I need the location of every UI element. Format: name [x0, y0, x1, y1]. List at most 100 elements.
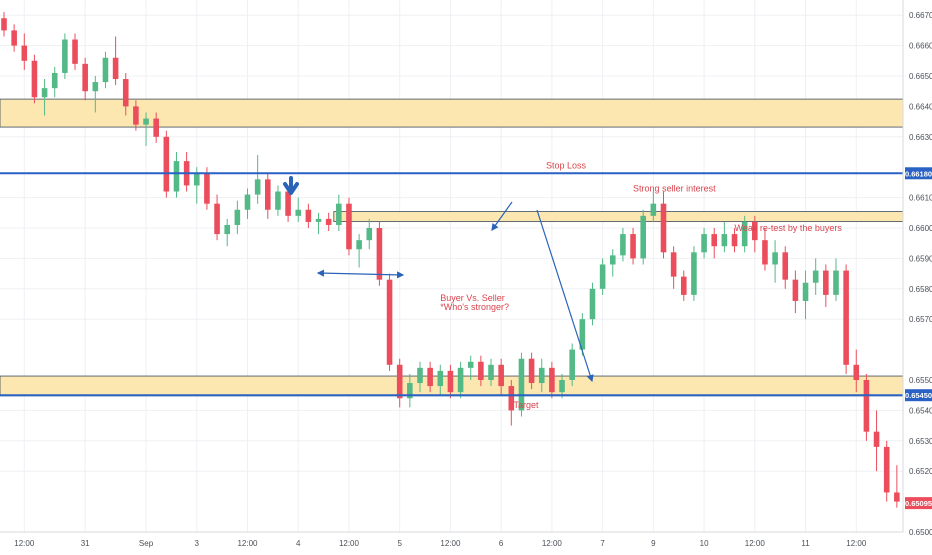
- candle-body: [51, 72, 58, 89]
- candle-body: [731, 234, 738, 247]
- annotations: Strong seller interest Weak re-test by th…: [283, 176, 843, 383]
- x-tick-label: 12:00: [745, 539, 766, 548]
- annotation-buyer-vs-seller: Buyer Vs. Seller: [440, 293, 505, 303]
- candle-body: [376, 228, 383, 280]
- last-price-badge: 0.65095: [905, 499, 932, 508]
- candle-body: [792, 279, 799, 301]
- candle-body: [417, 367, 423, 384]
- x-tick-label: 12:00: [14, 539, 35, 548]
- candle-body: [62, 39, 68, 73]
- candle-body: [812, 270, 819, 283]
- candle-body: [508, 386, 515, 411]
- annotation-weak-retest: Weak re-test by the buyers: [735, 223, 843, 233]
- x-tick-label: 4: [296, 539, 301, 548]
- candle-body: [346, 203, 352, 250]
- candle-body: [244, 194, 251, 210]
- candle-body: [386, 279, 393, 365]
- candle-body: [518, 358, 525, 411]
- candle-body: [478, 361, 484, 380]
- x-tick-label: Sep: [139, 539, 154, 548]
- seller-arrow: [491, 201, 513, 231]
- candle-body: [21, 45, 28, 61]
- candle-body: [265, 179, 271, 210]
- candle-body: [447, 370, 454, 393]
- x-tick-label: 11: [801, 539, 810, 548]
- candle-body: [579, 319, 586, 350]
- candle-body: [802, 282, 809, 301]
- candle-body: [193, 173, 200, 186]
- candle-body: [407, 383, 413, 399]
- candle-body: [133, 106, 139, 125]
- target-badge-bg: [905, 389, 932, 402]
- candle-body: [609, 255, 616, 265]
- candle-body: [549, 367, 555, 393]
- candle-body: [823, 270, 829, 295]
- candle-body: [670, 252, 677, 277]
- candle-body: [782, 252, 789, 280]
- x-tick-label: 9: [651, 539, 656, 548]
- target-label: Target: [513, 400, 539, 410]
- candle-body: [630, 234, 636, 259]
- candle-body: [599, 264, 606, 289]
- x-tick-label: 12:00: [237, 539, 258, 548]
- target-arrow: [536, 209, 594, 383]
- annotation-strong-seller: Strong seller interest: [633, 184, 716, 194]
- candle-body: [204, 173, 210, 204]
- candle-body: [254, 179, 261, 195]
- candle-body: [305, 209, 312, 222]
- candle-body: [853, 364, 860, 380]
- candle-body: [356, 240, 362, 250]
- price-levels: Stop Loss 0.66180 Target 0.65450 0.65095: [0, 160, 932, 510]
- candle-body: [873, 431, 880, 447]
- candle-body: [163, 136, 170, 192]
- target-badge: 0.65450: [905, 391, 932, 400]
- candle-body: [275, 191, 281, 210]
- candle-body: [153, 118, 159, 137]
- candle-body: [528, 358, 535, 384]
- candle-body: [833, 270, 839, 295]
- candle-body: [72, 39, 78, 64]
- candle-body: [843, 270, 849, 365]
- candle-body: [559, 380, 565, 393]
- candle-body: [467, 361, 474, 368]
- candle-body: [538, 367, 545, 384]
- candle-body: [214, 203, 220, 235]
- x-tick-label: 10: [700, 539, 709, 548]
- candle-body: [488, 364, 494, 380]
- candle-body: [173, 161, 180, 192]
- candle-body: [701, 234, 707, 253]
- candle-body: [41, 88, 48, 98]
- down-arrow-icon: [283, 176, 299, 195]
- seller-zone: [333, 211, 904, 223]
- last-price-badge-bg: [905, 497, 932, 510]
- candle-body: [680, 276, 687, 295]
- candle-body: [437, 370, 444, 387]
- x-tick-label: 12:00: [542, 539, 563, 548]
- candle-body: [650, 203, 657, 216]
- stop-loss-label: Stop Loss: [546, 160, 587, 170]
- annotation-whos-stronger: *Who's stronger?: [440, 302, 509, 312]
- y-tick-label: 0.65000: [909, 528, 932, 537]
- candle-body: [336, 203, 342, 225]
- candle-body: [883, 446, 890, 493]
- x-tick-label: 12:00: [339, 539, 360, 548]
- candle-body: [295, 209, 302, 216]
- x-tick-label: 5: [397, 539, 402, 548]
- candle-body: [396, 364, 403, 399]
- candle-body: [589, 288, 596, 320]
- resistance-zone-top: [0, 98, 904, 128]
- candle-body: [711, 234, 718, 247]
